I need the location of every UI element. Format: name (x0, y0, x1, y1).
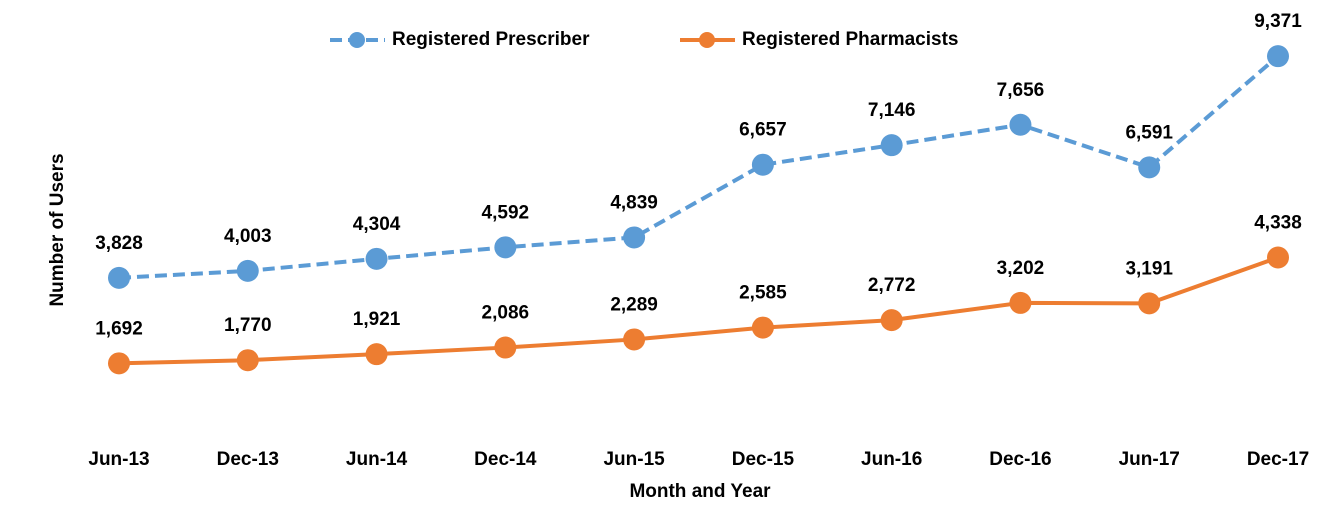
x-tick-label: Jun-14 (346, 449, 408, 470)
x-tick-label: Jun-15 (603, 449, 665, 470)
data-label: 7,146 (868, 100, 916, 121)
data-label: 4,839 (610, 192, 658, 213)
data-point (108, 266, 130, 289)
data-label: 6,591 (1125, 122, 1173, 143)
data-label: 1,692 (95, 318, 143, 339)
data-label: 3,828 (95, 233, 143, 254)
data-point (880, 309, 903, 332)
legend-marker (699, 32, 715, 48)
data-point (1009, 113, 1032, 136)
data-point (1009, 291, 1032, 314)
data-point (751, 316, 774, 339)
data-point (236, 349, 259, 372)
x-tick-label: Dec-16 (989, 449, 1051, 470)
data-point (623, 226, 646, 249)
data-label: 9,371 (1254, 11, 1302, 32)
series-line (118, 255, 1279, 366)
data-label: 3,202 (997, 258, 1045, 279)
data-point (623, 328, 646, 351)
data-point (1267, 246, 1289, 269)
data-label: 3,191 (1125, 258, 1173, 279)
data-point (494, 336, 517, 359)
data-point (365, 247, 388, 270)
data-label: 4,338 (1254, 212, 1302, 233)
legend-label: Registered Pharmacists (742, 29, 959, 50)
data-point (494, 236, 517, 259)
data-label: 2,772 (868, 275, 916, 296)
data-point (365, 343, 388, 366)
data-point (1267, 45, 1289, 68)
y-axis-label: Number of Users (47, 153, 68, 306)
x-tick-label: Dec-13 (217, 449, 279, 470)
data-point (1138, 156, 1161, 179)
data-point (1138, 292, 1161, 315)
legend-marker (349, 32, 365, 48)
data-label: 2,585 (739, 283, 787, 304)
x-tick-label: Jun-16 (861, 449, 922, 470)
data-point (108, 352, 130, 375)
x-tick-label: Dec-15 (732, 449, 795, 470)
data-label: 1,770 (224, 315, 272, 336)
data-label: 4,304 (353, 214, 401, 235)
data-label: 1,921 (353, 309, 401, 330)
data-label: 6,657 (739, 120, 787, 141)
x-tick-label: Jun-17 (1119, 449, 1180, 470)
series-line (118, 54, 1280, 280)
legend-label: Registered Prescriber (392, 29, 590, 50)
data-label: 4,003 (224, 226, 272, 247)
x-tick-label: Jun-13 (88, 449, 149, 470)
x-axis-label: Month and Year (629, 481, 771, 502)
x-tick-label: Dec-14 (474, 449, 537, 470)
data-label: 4,592 (482, 202, 530, 223)
data-point (751, 153, 774, 176)
data-label: 2,289 (610, 294, 658, 315)
x-tick-label: Dec-17 (1247, 449, 1309, 470)
data-point (880, 134, 903, 157)
data-label: 2,086 (482, 303, 530, 324)
data-point (236, 259, 259, 282)
data-label: 7,656 (997, 80, 1045, 101)
